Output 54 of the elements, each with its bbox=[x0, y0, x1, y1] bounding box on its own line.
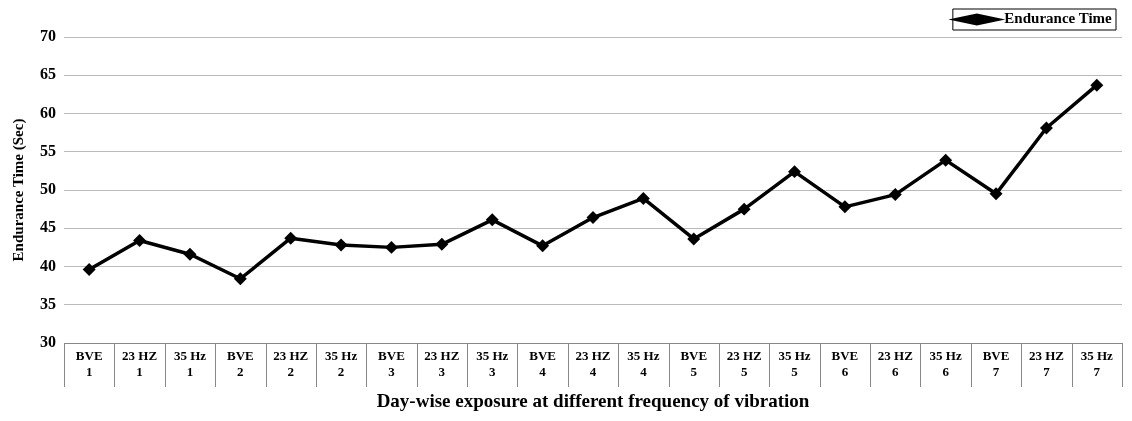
y-tick-label: 55 bbox=[40, 141, 56, 159]
x-tick-label: 35 Hz 7 bbox=[1080, 348, 1114, 379]
x-tick-label: 23 HZ 3 bbox=[424, 348, 460, 379]
x-tick-label: BVE 4 bbox=[529, 348, 556, 379]
point bbox=[738, 203, 750, 215]
y-tick-label: 35 bbox=[40, 294, 56, 312]
point bbox=[83, 263, 95, 276]
x-tick-label: BVE 5 bbox=[680, 348, 708, 379]
y-tick-label: 40 bbox=[40, 256, 56, 274]
y-tick-label: 60 bbox=[40, 103, 56, 121]
point bbox=[486, 214, 498, 226]
x-tick-label: BVE 3 bbox=[378, 348, 405, 379]
point bbox=[536, 240, 549, 252]
x-tick-label: 23 HZ 6 bbox=[877, 348, 914, 379]
point bbox=[788, 165, 801, 178]
point bbox=[335, 239, 347, 251]
x-tick-label: 35 Hz 3 bbox=[476, 348, 509, 379]
x-tick-label: 35 Hz 1 bbox=[173, 348, 207, 379]
point bbox=[990, 188, 1002, 200]
y-axis-title: Endurance Time (Sec) bbox=[9, 118, 27, 262]
point bbox=[184, 248, 196, 261]
point bbox=[385, 241, 398, 254]
point bbox=[1091, 79, 1103, 91]
x-tick-label: 23 HZ 2 bbox=[273, 348, 309, 379]
y-tick-label: 70 bbox=[40, 27, 56, 45]
point bbox=[436, 238, 448, 251]
x-tick-label: BVE 1 bbox=[75, 348, 103, 379]
point bbox=[939, 154, 952, 166]
y-tick-label: 45 bbox=[40, 218, 56, 236]
x-tick-label: 35 Hz 4 bbox=[627, 348, 660, 379]
point bbox=[889, 188, 902, 201]
legend-label: Endurance Time bbox=[1004, 10, 1113, 27]
point bbox=[133, 234, 146, 247]
y-tick-label: 65 bbox=[40, 65, 56, 83]
point bbox=[688, 233, 700, 245]
point bbox=[587, 211, 599, 224]
x-tick-label: BVE 7 bbox=[982, 348, 1010, 379]
point bbox=[284, 232, 297, 244]
y-tick-label: 30 bbox=[40, 333, 56, 351]
x-tick-label: 23 HZ 4 bbox=[575, 348, 611, 379]
point bbox=[234, 272, 247, 285]
x-tick-label: 23 HZ 5 bbox=[726, 348, 762, 379]
y-tick-label: 50 bbox=[40, 180, 56, 198]
x-tick-label: BVE 6 bbox=[831, 348, 859, 379]
x-tick-label: 35 Hz 2 bbox=[325, 348, 358, 379]
x-tick-label: BVE 2 bbox=[226, 348, 254, 379]
x-tick-label: 35 Hz 6 bbox=[929, 348, 962, 379]
point bbox=[637, 192, 650, 205]
x-axis-title: Day-wise exposure at different frequency of vibration bbox=[376, 389, 810, 411]
x-tick-label: 35 Hz 5 bbox=[778, 348, 811, 379]
x-tick-label: 23 HZ 7 bbox=[1028, 348, 1065, 379]
point bbox=[1040, 122, 1053, 134]
x-tick-label: 23 HZ 1 bbox=[122, 348, 158, 379]
point bbox=[839, 201, 851, 213]
